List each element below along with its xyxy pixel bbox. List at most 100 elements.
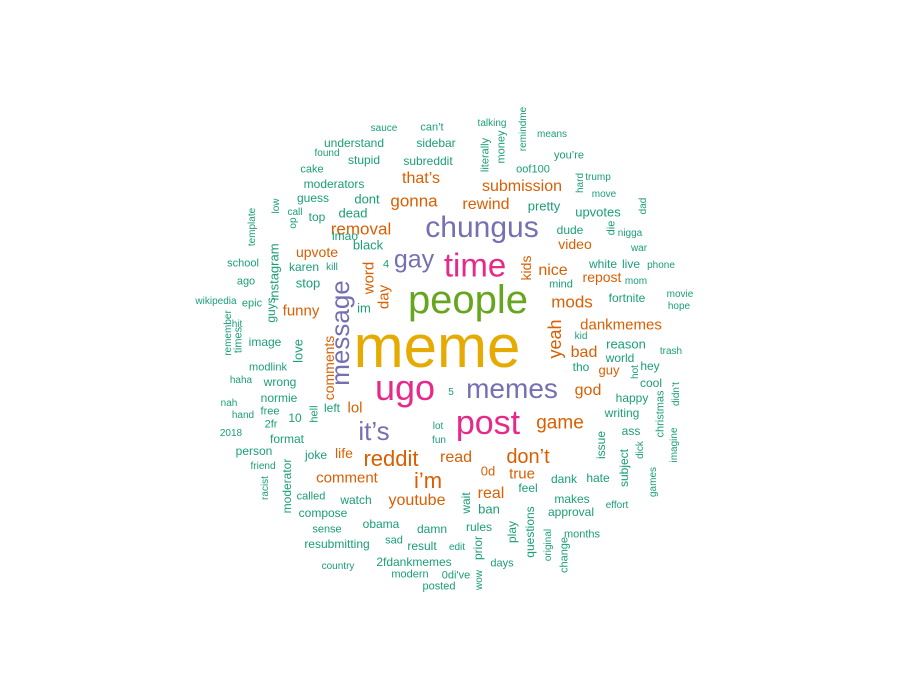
word-moderators: moderators (303, 177, 365, 191)
word-oof100: oof100 (516, 163, 550, 176)
word-youtube: youtube (388, 492, 446, 509)
word-haha: haha (229, 375, 253, 386)
word-understand: understand (323, 136, 385, 150)
word-didn-t: didn’t (671, 382, 682, 406)
word-resubmitting: resubmitting (304, 537, 370, 551)
word-2fr: 2fr (264, 418, 278, 431)
word-ago: ago (236, 275, 256, 288)
word-2fdankmemes: 2fdankmemes (376, 555, 452, 569)
word-memes: memes (466, 373, 558, 404)
word-die: die (605, 220, 618, 236)
word-instagram: instagram (266, 243, 282, 301)
word-nigga: nigga (617, 228, 643, 239)
word-lol: lol (347, 399, 363, 417)
word-cool: cool (639, 376, 663, 390)
word-nah: nah (220, 398, 238, 409)
word-don-t: don’t (506, 446, 550, 468)
word-2018: 2018 (219, 428, 243, 439)
word-left: left (323, 401, 341, 415)
word-approval: approval (547, 505, 595, 519)
word-mind: mind (549, 278, 573, 291)
word-moderator: moderator (280, 458, 294, 514)
word-you-re: you’re (554, 149, 584, 162)
word-dick: dick (635, 441, 646, 459)
word-god: god (574, 382, 602, 399)
word-that-s: that’s (402, 170, 440, 187)
word-called: called (296, 490, 326, 503)
word-free: free (260, 405, 280, 418)
word-imagine: imagine (669, 427, 680, 463)
word-hand: hand (231, 410, 255, 421)
word-ugo: ugo (374, 367, 436, 408)
word-kid: kid (574, 331, 588, 342)
word-stop: stop (295, 275, 321, 291)
word-sidebar: sidebar (416, 136, 456, 150)
word-removal: removal (330, 219, 392, 239)
word-dank: dank (550, 472, 578, 486)
word-top: top (308, 210, 326, 224)
word-months: months (563, 528, 601, 541)
word-makes: makes (554, 492, 590, 506)
word-obama: obama (362, 517, 400, 531)
word-guys: guys (264, 297, 278, 323)
word-comments: comments (321, 335, 337, 401)
word-writing: writing (604, 406, 640, 420)
word-game: game (536, 412, 584, 434)
word-image: image (248, 335, 282, 349)
word-result: result (407, 539, 437, 553)
word-white: white (588, 257, 618, 271)
word-days: days (490, 557, 514, 570)
word-racist: racist (260, 476, 271, 500)
word-hey: hey (640, 359, 660, 373)
word-world: world (605, 351, 635, 365)
word-word: word (360, 261, 378, 295)
word-dankmemes: dankmemes (580, 316, 662, 334)
word-damn: damn (416, 522, 448, 536)
word-4: 4 (382, 258, 390, 271)
word-modern: modern (391, 568, 429, 581)
word-times: times (232, 326, 245, 354)
word-people: people (407, 278, 529, 322)
word-i-m: i’m (413, 468, 443, 493)
word-wow: wow (474, 569, 485, 591)
word-money: money (495, 130, 508, 164)
word-posted: posted (422, 580, 456, 593)
word-friend: friend (250, 461, 276, 472)
word-remindme: remindme (518, 106, 529, 152)
word-hard: hard (575, 172, 586, 194)
word-chungus: chungus (425, 211, 539, 244)
word-feel: feel (518, 481, 538, 495)
word-found: found (314, 148, 340, 159)
word-hell: hell (308, 405, 321, 423)
word-comment: comment (316, 469, 378, 487)
word-repost: repost (582, 269, 622, 285)
word-issue: issue (594, 430, 608, 460)
word-watch: watch (340, 493, 372, 507)
word-epic: epic (241, 297, 263, 310)
word-format: format (269, 432, 305, 446)
word-modlink: modlink (249, 361, 287, 374)
word-pretty: pretty (527, 198, 561, 214)
word-meme: meme (353, 313, 521, 380)
word-wikipedia: wikipedia (195, 296, 237, 307)
word-fortnite: fortnite (608, 291, 646, 305)
word-joke: joke (304, 448, 328, 462)
word-christmas: christmas (654, 390, 667, 438)
word-ass: ass (621, 424, 641, 438)
word-nice: nice (538, 262, 568, 279)
word-rules: rules (465, 520, 493, 534)
word-true: true (509, 465, 535, 483)
word-10: 10 (288, 411, 302, 425)
word-dead: dead (338, 205, 368, 221)
word-5: 5 (448, 387, 454, 398)
word-wait: wait (459, 492, 473, 514)
word-lot: lot (432, 421, 444, 432)
word-template: template (247, 207, 258, 247)
word-questions: questions (523, 506, 537, 558)
word-happy: happy (615, 391, 649, 405)
word-sense: sense (312, 523, 342, 536)
word-submission: submission (481, 178, 563, 195)
word-dad: dad (638, 197, 649, 215)
word-guy: guy (598, 362, 620, 378)
